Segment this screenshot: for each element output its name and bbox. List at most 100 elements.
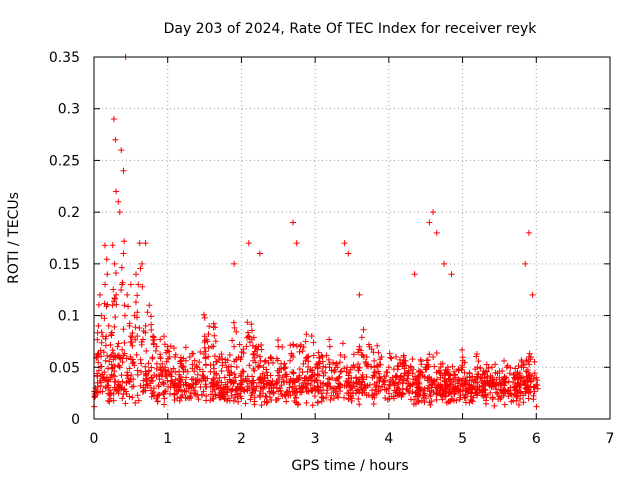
data-point [505, 378, 512, 385]
data-point [409, 370, 416, 377]
data-point [496, 368, 503, 375]
data-point [299, 369, 306, 376]
data-point [211, 369, 218, 376]
data-point [513, 371, 520, 378]
data-point [375, 349, 382, 356]
data-point [507, 390, 514, 397]
data-point [431, 377, 438, 384]
data-point [129, 342, 136, 349]
data-point [305, 363, 312, 370]
data-point [244, 334, 251, 341]
data-point [228, 369, 235, 376]
data-point [522, 382, 529, 389]
data-point [416, 367, 423, 374]
data-point [189, 361, 196, 368]
data-point [522, 260, 529, 267]
data-point [191, 390, 198, 397]
data-point [135, 397, 142, 404]
data-point [106, 398, 113, 405]
data-point [279, 344, 286, 351]
data-point [476, 383, 483, 390]
data-point [341, 394, 348, 401]
data-point [337, 368, 344, 375]
data-point [110, 116, 117, 123]
data-point [322, 369, 329, 376]
data-point [401, 365, 408, 372]
data-point [329, 375, 336, 382]
data-point [315, 359, 322, 366]
data-point [248, 321, 255, 328]
data-point [477, 375, 484, 382]
data-point [182, 367, 189, 374]
data-point [314, 399, 321, 406]
data-point [165, 355, 172, 362]
data-point [253, 383, 260, 390]
data-point [394, 381, 401, 388]
data-point [316, 354, 323, 361]
data-point [167, 343, 174, 350]
data-point [179, 392, 186, 399]
data-point [432, 384, 439, 391]
data-point [431, 363, 438, 370]
data-point [207, 383, 214, 390]
data-point [110, 390, 117, 397]
data-point [314, 371, 321, 378]
data-point [320, 372, 327, 379]
data-point [369, 387, 376, 394]
data-point [283, 378, 290, 385]
data-point [290, 219, 297, 226]
data-point [480, 393, 487, 400]
data-point [195, 377, 202, 384]
data-point [191, 368, 198, 375]
data-point [110, 356, 117, 363]
data-point [97, 347, 104, 354]
data-point [228, 363, 235, 370]
data-point [355, 396, 362, 402]
data-point [111, 373, 118, 380]
data-point [110, 397, 117, 404]
data-point [319, 358, 326, 365]
y-tick-label: 0.15 [49, 257, 80, 273]
data-point [200, 375, 207, 382]
data-point [309, 387, 316, 394]
data-point [120, 326, 127, 333]
data-point [259, 374, 266, 381]
data-point [453, 397, 460, 404]
data-point [420, 387, 427, 394]
data-point [533, 403, 540, 410]
data-point [153, 360, 160, 367]
data-point [113, 291, 120, 298]
data-point [230, 398, 237, 405]
data-point [483, 397, 490, 404]
data-point [385, 364, 392, 371]
data-point [106, 358, 113, 365]
data-point [119, 395, 126, 402]
data-point [104, 271, 111, 278]
data-point [219, 391, 226, 398]
data-point [127, 353, 134, 360]
data-point [433, 396, 440, 403]
data-point [256, 353, 263, 360]
data-point [162, 388, 169, 395]
x-axis-label: GPS time / hours [291, 458, 408, 474]
data-point [142, 370, 149, 377]
data-point [263, 369, 270, 376]
data-point [142, 387, 149, 394]
grid-lines [94, 57, 610, 419]
data-point [390, 393, 397, 400]
data-point [105, 322, 112, 329]
data-point [356, 291, 363, 298]
data-point [251, 394, 258, 401]
data-point [143, 381, 150, 388]
data-point [454, 385, 461, 392]
data-point [493, 389, 500, 396]
data-point [244, 329, 251, 336]
data-point [314, 377, 321, 384]
data-point [303, 331, 310, 338]
data-point [238, 348, 245, 355]
data-point [287, 357, 294, 364]
data-point [274, 379, 281, 386]
data-point [376, 374, 383, 381]
data-point [512, 387, 519, 394]
data-point [286, 384, 293, 391]
